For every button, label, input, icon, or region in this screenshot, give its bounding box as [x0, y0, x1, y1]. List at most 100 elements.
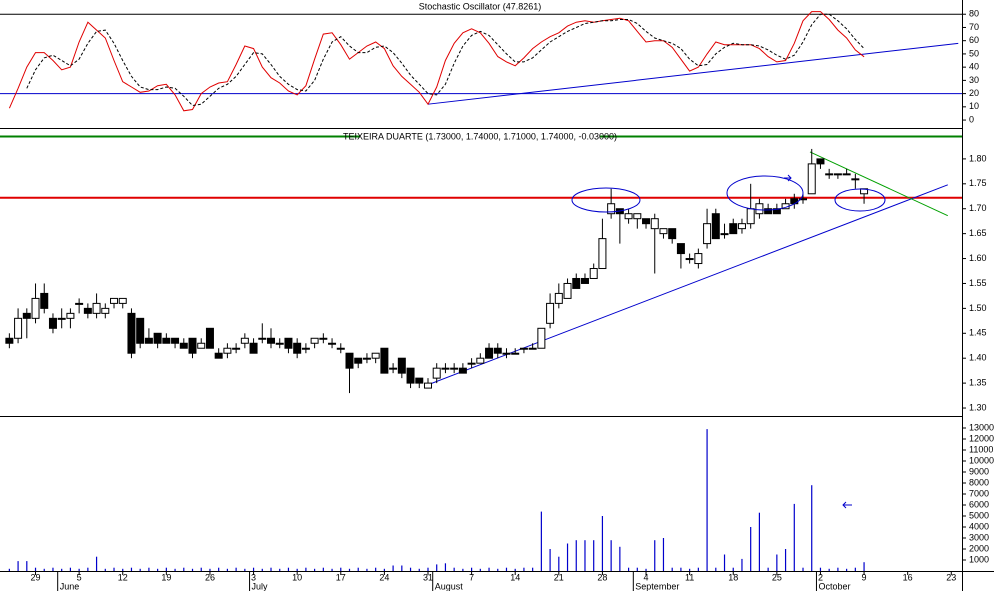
x-tick-label: 17 [336, 572, 346, 582]
y-tick-label: 6000 [969, 499, 989, 509]
candle-body [476, 357, 485, 364]
candle-body [40, 292, 49, 309]
candle-body [825, 173, 834, 176]
y-tick-label: 1.55 [969, 278, 987, 288]
candle-body [319, 337, 328, 340]
candle-body [528, 347, 537, 350]
candle-body [668, 228, 677, 240]
candle-body [362, 357, 371, 360]
y-tick-label: 3000 [969, 532, 989, 542]
x-tick-label: 10 [292, 572, 302, 582]
candle-body [633, 213, 642, 220]
marks: 0 10 20 30 40 50 60 70 80 1.30 1.35 1.40 1.45 1.50 1.5… [0, 9, 994, 591]
candle-body [423, 382, 432, 389]
candle-body [205, 327, 214, 349]
x-tick-label: 29 [31, 572, 41, 582]
candle-body [650, 218, 659, 230]
x-tick-label: 7 [469, 572, 474, 582]
candle-body [232, 347, 241, 350]
candle-body [842, 173, 851, 176]
month-label: August [435, 581, 464, 591]
x-tick-label: 12 [118, 572, 128, 582]
candle-body [624, 213, 633, 220]
candle-body [5, 337, 14, 344]
candle-body [293, 342, 302, 354]
trend-line [809, 151, 948, 217]
candle-body [101, 307, 110, 314]
x-tick-label: 24 [379, 572, 389, 582]
y-tick-label: 1.75 [969, 178, 987, 188]
candle-body [171, 337, 180, 344]
candle-body [345, 352, 354, 369]
candle-body [467, 362, 476, 365]
candle-body [162, 337, 171, 344]
y-tick-label: 10000 [969, 455, 994, 465]
y-tick-label: 4000 [969, 521, 989, 531]
candle-body [83, 307, 92, 314]
candle-body [694, 253, 703, 265]
candle-body [197, 342, 206, 349]
x-tick-label: 9 [862, 572, 867, 582]
title-backdrop [360, 132, 600, 142]
arrow [842, 501, 852, 509]
y-tick-label: 20 [969, 88, 979, 98]
highlight-ellipse [571, 187, 641, 213]
month-label: October [818, 581, 850, 591]
candle-body [214, 352, 223, 359]
candle-body [336, 347, 345, 350]
candle-body [485, 347, 494, 359]
arrow [784, 174, 792, 182]
y-tick-label: 1.45 [969, 328, 987, 338]
candle-body [371, 352, 380, 359]
candle-body [66, 312, 75, 319]
candle-body [851, 178, 860, 181]
candle-body [153, 332, 162, 344]
y-tick-label: 30 [969, 75, 979, 85]
candle-body [799, 198, 808, 201]
x-tick-label: 5 [77, 572, 82, 582]
candle-body [275, 342, 284, 345]
x-tick-label: 28 [597, 572, 607, 582]
x-tick-label: 11 [685, 572, 694, 582]
x-tick-label: 26 [205, 572, 215, 582]
candle-body [502, 352, 511, 355]
candle-body [546, 302, 555, 324]
candle-body [249, 342, 258, 354]
candle-body [92, 302, 101, 314]
y-tick-label: 1.50 [969, 303, 987, 313]
trend-line [427, 42, 959, 105]
candle-body [450, 367, 459, 370]
candle-body [389, 367, 398, 370]
candle-body [554, 292, 563, 304]
candle-body [57, 317, 66, 320]
candle-body [75, 302, 84, 305]
y-tick-label: 1.80 [969, 153, 987, 163]
candle-body [31, 297, 40, 319]
candle-body [676, 243, 685, 255]
x-tick-label: 18 [728, 572, 738, 582]
y-tick-label: 50 [969, 48, 979, 58]
candle-body [127, 312, 136, 354]
x-tick-label: 2 [818, 572, 823, 582]
candle-body [48, 317, 57, 329]
highlight-ellipse [726, 175, 804, 211]
candle-body [816, 158, 825, 165]
candle-body [432, 367, 441, 379]
x-tick-label: 31 [423, 572, 433, 582]
candle-body [267, 337, 276, 344]
candle-body [188, 337, 197, 354]
y-tick-label: 1.35 [969, 377, 987, 387]
y-tick-label: 1.60 [969, 253, 987, 263]
candle-body [685, 258, 694, 261]
y-tick-label: 1.65 [969, 228, 987, 238]
y-tick-label: 1.70 [969, 203, 987, 213]
x-tick-label: 25 [772, 572, 782, 582]
candle-body [310, 337, 319, 344]
y-tick-label: 11000 [969, 444, 993, 454]
candle-body [659, 228, 668, 235]
candle-body [240, 337, 249, 344]
candle-body [572, 277, 581, 289]
candle-body [328, 342, 337, 345]
candle-body [110, 297, 119, 304]
